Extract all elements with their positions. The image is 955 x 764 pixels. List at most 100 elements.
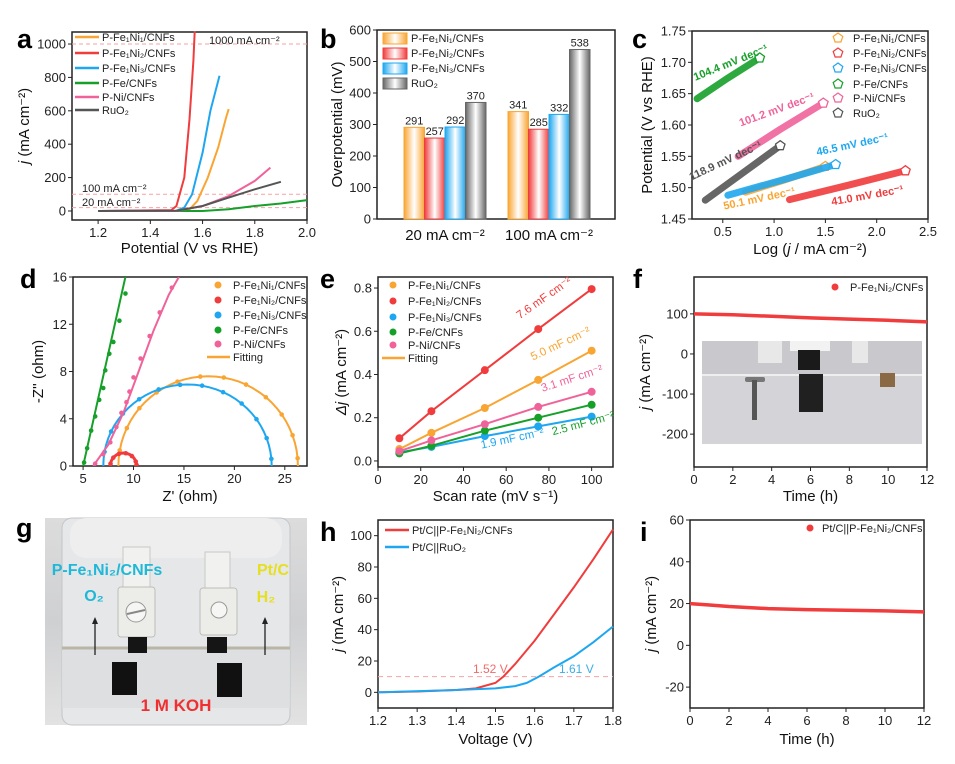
data-point [197, 374, 203, 379]
x-tick-label: 2 [729, 472, 736, 487]
plot-frame [689, 519, 925, 709]
legend-marker-icon [832, 47, 844, 58]
y-tick-label: 4 [60, 411, 67, 426]
legend-marker-icon [214, 281, 222, 289]
y-tick-label: 0.2 [354, 410, 372, 425]
legend-marker-icon [389, 297, 397, 305]
data-point [108, 429, 114, 434]
y-tick-label: 1.55 [661, 149, 686, 164]
legend-label: RuO₂ [853, 108, 880, 120]
y-tick-label: 800 [44, 70, 66, 85]
x-tick-label: 1.4 [141, 225, 159, 240]
x-tick-label: 1.5 [816, 224, 834, 239]
y-tick-label: 0 [365, 685, 372, 700]
panel-h-chart: 1.2 1.3 1.4 1.5 1.6 1.7 1.8 0 20 40 60 80 100 1.52 V 1… [330, 519, 622, 748]
legend-marker-icon [214, 311, 222, 319]
data-point [117, 318, 122, 324]
capacitance-label: 7.6 mF cm⁻² [515, 275, 575, 322]
data-point [279, 412, 284, 417]
y-axis-label: Overpotential (mV) [329, 62, 346, 188]
tafel-series [701, 142, 784, 204]
plot-frame [377, 276, 614, 468]
legend-label: P-Fe/CNFs [853, 79, 909, 91]
x-axis-label: Z' (ohm) [162, 488, 217, 505]
y-tick-label: 0 [677, 638, 684, 653]
x-tick-label: 25 [278, 471, 292, 486]
bar-value-label: 291 [405, 115, 423, 127]
series-line [689, 601, 925, 614]
panel-label-h: h [320, 517, 337, 547]
data-point [395, 447, 404, 456]
y-tick-label: 40 [358, 622, 372, 637]
data-point [137, 405, 142, 411]
plot-frame [377, 519, 614, 709]
legend-label: P-Fe₁Ni₃/CNFs [411, 63, 485, 75]
data-point [111, 455, 116, 460]
x-tick-label: 2 [725, 713, 732, 728]
x-tick-label: 0 [374, 472, 381, 487]
y-tick-label: 40 [670, 554, 684, 569]
data-point [290, 432, 295, 438]
y-axis-label-symbol: j [330, 648, 347, 654]
legend-label: P-Ni/CNFs [102, 92, 155, 104]
y-tick-label: 200 [44, 170, 66, 185]
data-point [117, 448, 122, 453]
x-tick-label: 4 [768, 472, 775, 487]
data-marker [754, 52, 766, 63]
tafel-series [724, 161, 840, 199]
y-tick-label: 0 [681, 346, 688, 361]
data-point [131, 375, 136, 380]
onset-voltage-label: 1.61 V [559, 662, 594, 676]
data-marker [830, 158, 842, 170]
plot-frame [693, 276, 928, 468]
x-tick-label: 5 [79, 471, 86, 486]
data-point [134, 462, 139, 466]
y-axis-label-unit: (mA cm⁻²) [333, 329, 350, 402]
data-point [480, 426, 489, 435]
panel-label-i: i [640, 517, 648, 547]
legend-label: P-Fe₁Ni₁/CNFs [411, 33, 484, 45]
y-tick-label: -200 [662, 427, 688, 442]
arrow-head-icon [92, 617, 98, 624]
data-point [295, 455, 300, 461]
data-point [157, 310, 163, 315]
y-tick-label: 20 [670, 596, 684, 611]
x-tick-label: 0 [686, 713, 693, 728]
fit-line [117, 375, 299, 466]
plot-frame [376, 29, 616, 220]
capacitance-label: 2.5 mF cm⁻² [551, 410, 616, 438]
plot-area [81, 277, 300, 466]
x-tick-label: 1.7 [565, 713, 583, 728]
y-tick-label: -100 [662, 387, 688, 402]
data-point [119, 410, 124, 416]
legend-label: P-Fe₁Ni₃/CNFs [102, 63, 176, 75]
data-point [534, 375, 543, 384]
anode-label: P-Fe₁Ni₂/CNFs [52, 562, 163, 579]
data-point [136, 396, 142, 402]
data-point [100, 385, 106, 391]
y-tick-label: -20 [665, 680, 684, 695]
legend-label: P-Fe₁Ni₂/CNFs [408, 296, 482, 308]
x-axis-label: Log (j / mA cm⁻²) [753, 241, 867, 258]
anode-electrode [112, 662, 137, 695]
x-axis-label: Scan rate (mV s⁻¹) [433, 488, 558, 505]
y-axis-label-symbol: j [16, 160, 33, 166]
cathode-label: Pt/C [257, 562, 289, 579]
legend-swatch-icon [382, 32, 408, 45]
y-axis-label-unit: (mA cm⁻²) [330, 576, 347, 649]
series-line [98, 180, 282, 212]
y-tick-label: 80 [358, 560, 372, 575]
legend-label: P-Ni/CNFs [233, 339, 286, 351]
legend-label: Pt/C||P-Fe₁Ni₂/CNFs [412, 525, 513, 537]
legend-marker-icon [832, 32, 844, 43]
x-tick-label: 1.5 [486, 713, 504, 728]
x-tick-label: 6 [803, 713, 810, 728]
data-point [587, 400, 596, 409]
data-point [124, 425, 130, 431]
data-point [127, 389, 132, 394]
bar-value-label: 285 [530, 117, 548, 129]
y-axis-label: Potential (V vs RHE) [639, 56, 656, 194]
x-tick-label: 12 [920, 472, 934, 487]
plot-frame [72, 276, 308, 467]
